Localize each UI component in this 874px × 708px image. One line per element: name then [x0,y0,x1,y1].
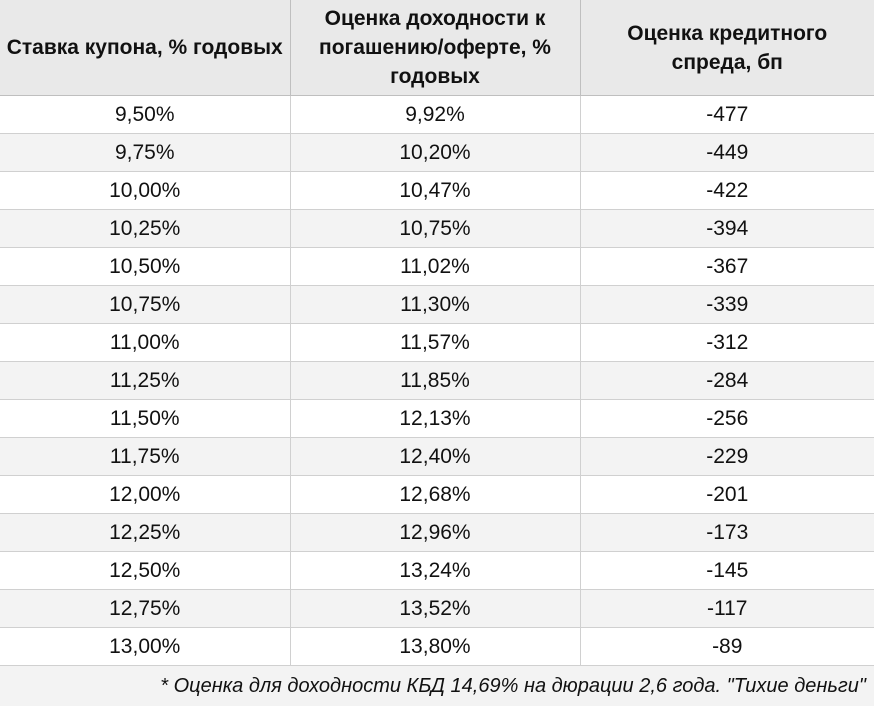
cell-coupon-rate: 10,75% [0,285,291,324]
cell-coupon-rate: 9,75% [0,133,291,172]
table-row: 11,25% 11,85% -284 [0,361,874,400]
cell-yield: 12,96% [290,513,581,552]
cell-coupon-rate: 12,50% [0,551,291,590]
cell-yield: 9,92% [290,95,581,134]
header-yield-estimate: Оценка доходности к погашению/оферте, % … [290,0,581,96]
cell-coupon-rate: 12,00% [0,475,291,514]
table-row: 11,75% 12,40% -229 [0,437,874,476]
cell-spread: -477 [580,95,874,134]
cell-spread: -312 [580,323,874,362]
table-row: 12,00% 12,68% -201 [0,475,874,514]
header-coupon-rate: Ставка купона, % годовых [0,0,291,96]
table-body: 9,50% 9,92% -477 9,75% 10,20% -449 10,00… [0,95,874,706]
cell-yield: 13,24% [290,551,581,590]
cell-yield: 13,52% [290,589,581,628]
cell-coupon-rate: 11,75% [0,437,291,476]
cell-coupon-rate: 10,50% [0,247,291,286]
cell-spread: -117 [580,589,874,628]
table-row: 12,75% 13,52% -117 [0,589,874,628]
cell-spread: -145 [580,551,874,590]
table-header: Ставка купона, % годовых Оценка доходнос… [0,0,874,96]
table-row: 11,00% 11,57% -312 [0,323,874,362]
cell-yield: 12,13% [290,399,581,438]
table-row: 12,50% 13,24% -145 [0,551,874,590]
cell-yield: 10,47% [290,171,581,210]
cell-yield: 11,57% [290,323,581,362]
cell-yield: 12,40% [290,437,581,476]
cell-coupon-rate: 12,25% [0,513,291,552]
cell-coupon-rate: 13,00% [0,627,291,666]
cell-spread: -422 [580,171,874,210]
cell-spread: -367 [580,247,874,286]
cell-spread: -173 [580,513,874,552]
table-row: 10,25% 10,75% -394 [0,209,874,248]
table-row: 10,75% 11,30% -339 [0,285,874,324]
cell-spread: -201 [580,475,874,514]
cell-spread: -284 [580,361,874,400]
footnote-row: * Оценка для доходности КБД 14,69% на дю… [0,665,874,706]
cell-spread: -339 [580,285,874,324]
table-row: 9,50% 9,92% -477 [0,95,874,134]
cell-coupon-rate: 12,75% [0,589,291,628]
cell-coupon-rate: 10,25% [0,209,291,248]
cell-yield: 10,75% [290,209,581,248]
table-row: 9,75% 10,20% -449 [0,133,874,172]
cell-yield: 10,20% [290,133,581,172]
cell-yield: 11,30% [290,285,581,324]
header-credit-spread: Оценка кредитного спреда, бп [580,0,874,96]
cell-spread: -229 [580,437,874,476]
cell-coupon-rate: 11,00% [0,323,291,362]
table-row: 11,50% 12,13% -256 [0,399,874,438]
cell-coupon-rate: 11,25% [0,361,291,400]
table-row: 10,00% 10,47% -422 [0,171,874,210]
cell-spread: -89 [580,627,874,666]
table-row: 13,00% 13,80% -89 [0,627,874,666]
header-row: Ставка купона, % годовых Оценка доходнос… [0,0,874,96]
table-row: 10,50% 11,02% -367 [0,247,874,286]
footnote: * Оценка для доходности КБД 14,69% на дю… [0,665,874,706]
cell-spread: -449 [580,133,874,172]
cell-spread: -256 [580,399,874,438]
table-row: 12,25% 12,96% -173 [0,513,874,552]
cell-yield: 11,02% [290,247,581,286]
cell-yield: 11,85% [290,361,581,400]
cell-spread: -394 [580,209,874,248]
cell-coupon-rate: 9,50% [0,95,291,134]
cell-coupon-rate: 11,50% [0,399,291,438]
cell-yield: 12,68% [290,475,581,514]
cell-coupon-rate: 10,00% [0,171,291,210]
cell-yield: 13,80% [290,627,581,666]
